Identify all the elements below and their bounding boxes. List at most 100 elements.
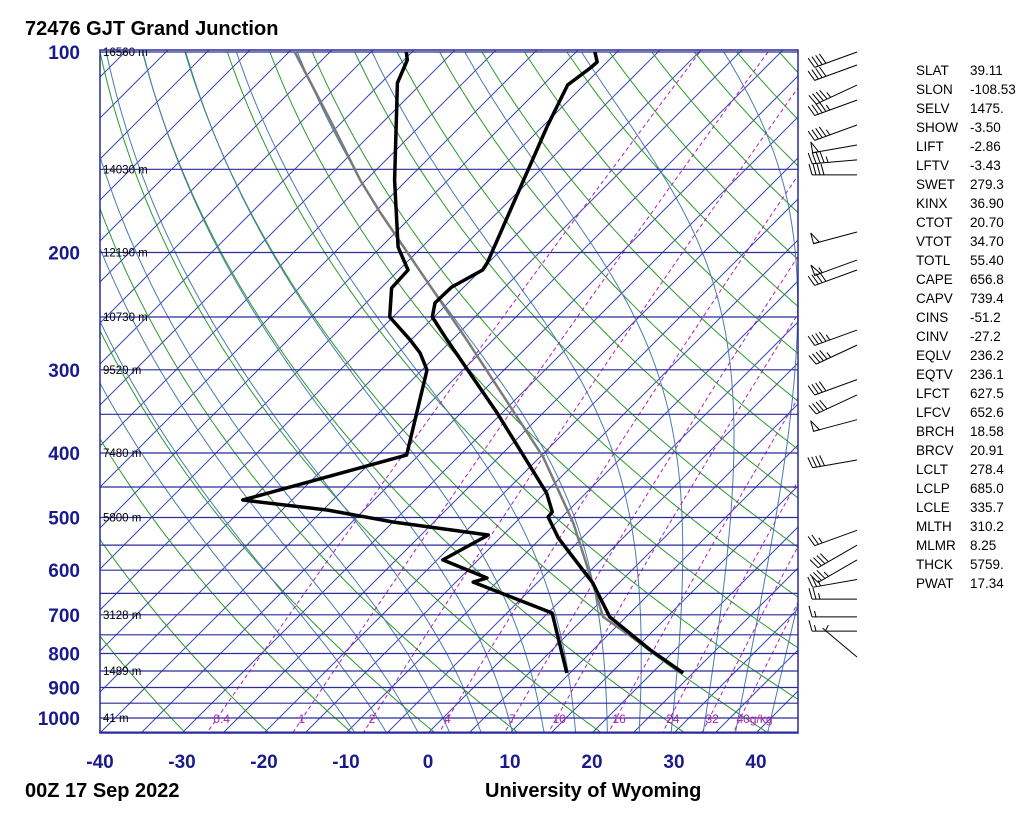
isotherm-line: [468, 403, 798, 733]
index-label: LCLE: [916, 500, 950, 515]
isotherm-line: [100, 50, 538, 488]
index-value: 36.90: [970, 196, 1004, 211]
barb-staff: [816, 84, 858, 105]
barb-full: [811, 456, 818, 468]
barb-full: [815, 55, 823, 65]
moist-adiabat-line: [581, 51, 735, 733]
dry-adiabat-line: [269, 51, 798, 649]
barb-full: [808, 355, 817, 365]
barb-full: [820, 163, 825, 175]
barb-full: [815, 333, 823, 343]
barb-full: [807, 576, 814, 588]
temperature-profile: [430, 51, 685, 675]
barb-full: [811, 274, 819, 285]
index-value: -3.43: [970, 158, 1001, 173]
index-label: VTOT: [916, 234, 952, 249]
temperature-tick-label: 20: [581, 752, 602, 773]
wind-barb: [810, 259, 858, 277]
chart-title: 72476 GJT Grand Junction: [25, 18, 278, 40]
barb-half: [825, 334, 831, 341]
barb-full: [808, 587, 813, 600]
barb-full: [815, 152, 821, 164]
pressure-tick-label: 600: [48, 561, 80, 582]
height-label: 9520 m: [103, 365, 141, 377]
sounding-indices: SLAT 39.11 SLON -108.53 SELV 1475. SHOW -3.50 LI…: [916, 63, 1016, 591]
index-value: 652.6: [970, 405, 1004, 420]
wind-barb: [807, 51, 858, 68]
dry-adiabat-line: [100, 437, 352, 733]
isotherm-line: [0, 40, 14, 733]
barb-full: [815, 103, 823, 114]
barb-full: [815, 68, 823, 78]
height-label: 3128 m: [103, 610, 141, 622]
moist-adiabat-line: [767, 600, 798, 733]
barb-pennant: [810, 141, 820, 154]
index-label: SLAT: [916, 63, 949, 78]
barb-staff: [814, 329, 858, 346]
index-label: BRCV: [916, 443, 954, 458]
index-value: -3.50: [970, 120, 1001, 135]
index-value: 335.7: [970, 500, 1004, 515]
barb-half: [823, 571, 829, 577]
barb-half: [826, 352, 832, 358]
wind-barb: [808, 587, 857, 600]
isotherm-line: [181, 116, 798, 733]
isotherm-line: [100, 50, 333, 283]
dry-adiabat-line: [524, 51, 798, 355]
moist-adiabat-line: [100, 247, 419, 733]
isotherm-line: [100, 50, 456, 406]
barb-full: [816, 163, 821, 175]
dry-adiabat-line: [226, 51, 798, 701]
mixing-ratio-label: 24: [666, 712, 680, 726]
barb-staff: [817, 544, 858, 569]
barb-full: [813, 557, 822, 567]
barb-full: [809, 574, 819, 583]
index-label: EQLV: [916, 348, 951, 363]
pressure-tick-label: 800: [48, 644, 80, 665]
isotherm-line: [550, 485, 798, 733]
barb-full: [819, 66, 827, 77]
index-label: SWET: [916, 177, 955, 192]
moist-adiabat-line: [105, 51, 482, 733]
mixing-ratio-line: [207, 51, 701, 733]
pressure-tick-label: 200: [48, 243, 80, 264]
mixing-ratio-line: [662, 479, 798, 733]
mixing-ratio-line: [363, 87, 798, 733]
dry-adiabat-line: [396, 51, 798, 499]
barb-full: [815, 382, 823, 393]
barb-full: [815, 455, 822, 467]
pressure-tick-label: 400: [48, 444, 80, 465]
moist-adiabat-line: [235, 51, 577, 733]
isotherm-line: [0, 40, 55, 733]
barb-full: [813, 572, 822, 581]
barb-full: [812, 93, 821, 103]
isotherm-line: [100, 50, 128, 78]
index-label: MLMR: [916, 538, 956, 553]
barb-full: [816, 555, 826, 565]
barb-full: [811, 69, 819, 80]
barb-full: [811, 56, 819, 67]
barb-full: [807, 57, 816, 68]
isotherm-line: [222, 157, 798, 733]
source-credit: University of Wyoming: [485, 780, 701, 802]
mixing-ratio-line: [292, 51, 769, 733]
barb-full: [819, 53, 827, 64]
barb-full: [807, 385, 816, 396]
barb-staff: [814, 269, 858, 286]
dry-adiabat-line: [100, 207, 518, 733]
moist-adiabat-line: [296, 51, 608, 733]
sounding-profiles: [241, 51, 685, 675]
temperature-tick-label: 30: [663, 752, 684, 773]
moist-adiabat-line: [464, 51, 684, 733]
mixing-ratio-line: [504, 255, 798, 733]
barb-staff: [813, 231, 858, 245]
barb-staff: [814, 51, 858, 68]
observation-time: 00Z 17 Sep 2022: [25, 780, 180, 802]
index-value: 20.91: [970, 443, 1004, 458]
wind-barb: [807, 269, 858, 286]
wind-barb: [808, 394, 858, 415]
index-label: THCK: [916, 557, 953, 572]
isotherm-line: [304, 239, 798, 733]
pressure-tick-label: 100: [48, 43, 80, 64]
barb-full: [811, 534, 819, 545]
